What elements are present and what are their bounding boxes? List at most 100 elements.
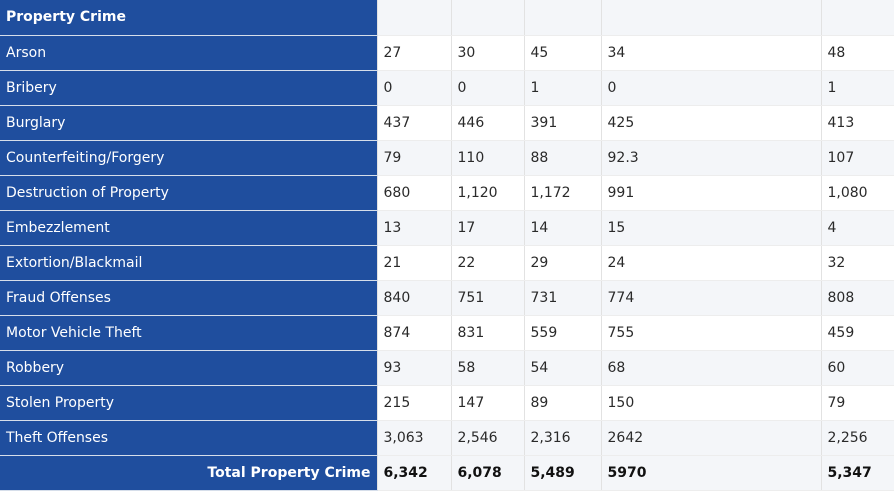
table-row: Theft Offenses 3,063 2,546 2,316 2642 2,… — [0, 420, 894, 456]
row-label: Theft Offenses — [0, 420, 377, 456]
table-cell: 4 — [820, 210, 894, 246]
total-cell: 5,489 — [523, 455, 601, 491]
table-row: Embezzlement 13 17 14 15 4 — [0, 210, 894, 246]
header-cell — [450, 0, 524, 36]
row-label: Stolen Property — [0, 385, 377, 421]
table-cell: 79 — [376, 140, 451, 176]
table-cell: 93 — [376, 350, 451, 386]
row-label: Fraud Offenses — [0, 280, 377, 316]
table-header-label: Property Crime — [0, 0, 377, 36]
table-row: Extortion/Blackmail 21 22 29 24 32 — [0, 245, 894, 281]
table-cell: 24 — [600, 245, 821, 281]
total-cell: 5,347 — [820, 455, 894, 491]
table-cell: 147 — [450, 385, 524, 421]
row-label: Bribery — [0, 70, 377, 106]
row-label: Arson — [0, 35, 377, 71]
table-cell: 991 — [600, 175, 821, 211]
table-cell: 1,120 — [450, 175, 524, 211]
table-cell: 459 — [820, 315, 894, 351]
header-cell — [376, 0, 451, 36]
table-cell: 215 — [376, 385, 451, 421]
table-cell: 2642 — [600, 420, 821, 456]
table-cell: 840 — [376, 280, 451, 316]
header-cell — [820, 0, 894, 36]
table-cell: 15 — [600, 210, 821, 246]
table-cell: 808 — [820, 280, 894, 316]
row-label: Robbery — [0, 350, 377, 386]
table-cell: 88 — [523, 140, 601, 176]
table-row: Arson 27 30 45 34 48 — [0, 35, 894, 71]
row-label: Embezzlement — [0, 210, 377, 246]
table-cell: 831 — [450, 315, 524, 351]
table-cell: 58 — [450, 350, 524, 386]
table-cell: 3,063 — [376, 420, 451, 456]
table-cell: 731 — [523, 280, 601, 316]
table-cell: 1,172 — [523, 175, 601, 211]
table-cell: 0 — [600, 70, 821, 106]
table-row: Robbery 93 58 54 68 60 — [0, 350, 894, 386]
table-cell: 425 — [600, 105, 821, 141]
table-cell: 54 — [523, 350, 601, 386]
table-row: Fraud Offenses 840 751 731 774 808 — [0, 280, 894, 316]
table-row: Bribery 0 0 1 0 1 — [0, 70, 894, 106]
table-cell: 755 — [600, 315, 821, 351]
table-row: Burglary 437 446 391 425 413 — [0, 105, 894, 141]
table-cell: 89 — [523, 385, 601, 421]
total-label: Total Property Crime — [0, 455, 377, 491]
table-cell: 29 — [523, 245, 601, 281]
table-cell: 107 — [820, 140, 894, 176]
table-row: Motor Vehicle Theft 874 831 559 755 459 — [0, 315, 894, 351]
table-cell: 559 — [523, 315, 601, 351]
row-label: Motor Vehicle Theft — [0, 315, 377, 351]
table-cell: 27 — [376, 35, 451, 71]
table-cell: 21 — [376, 245, 451, 281]
table-cell: 110 — [450, 140, 524, 176]
total-cell: 5970 — [600, 455, 821, 491]
table-cell: 680 — [376, 175, 451, 211]
table-cell: 92.3 — [600, 140, 821, 176]
table-cell: 32 — [820, 245, 894, 281]
header-cell — [523, 0, 601, 36]
total-cell: 6,342 — [376, 455, 451, 491]
table-row: Stolen Property 215 147 89 150 79 — [0, 385, 894, 421]
table-cell: 751 — [450, 280, 524, 316]
table-cell: 2,316 — [523, 420, 601, 456]
table-cell: 1 — [523, 70, 601, 106]
table-cell: 0 — [450, 70, 524, 106]
table-cell: 60 — [820, 350, 894, 386]
table-cell: 34 — [600, 35, 821, 71]
table-cell: 150 — [600, 385, 821, 421]
table-cell: 22 — [450, 245, 524, 281]
table-cell: 0 — [376, 70, 451, 106]
table-row: Destruction of Property 680 1,120 1,172 … — [0, 175, 894, 211]
table-cell: 79 — [820, 385, 894, 421]
table-cell: 2,256 — [820, 420, 894, 456]
row-label: Burglary — [0, 105, 377, 141]
table-cell: 14 — [523, 210, 601, 246]
row-label: Destruction of Property — [0, 175, 377, 211]
table-cell: 774 — [600, 280, 821, 316]
table-cell: 413 — [820, 105, 894, 141]
table-cell: 437 — [376, 105, 451, 141]
header-row: Property Crime — [0, 0, 894, 36]
table-cell: 1,080 — [820, 175, 894, 211]
table-cell: 2,546 — [450, 420, 524, 456]
total-cell: 6,078 — [450, 455, 524, 491]
table-cell: 48 — [820, 35, 894, 71]
table-cell: 17 — [450, 210, 524, 246]
table-cell: 1 — [820, 70, 894, 106]
table-cell: 391 — [523, 105, 601, 141]
table-cell: 45 — [523, 35, 601, 71]
table-cell: 874 — [376, 315, 451, 351]
table-row: Counterfeiting/Forgery 79 110 88 92.3 10… — [0, 140, 894, 176]
total-row: Total Property Crime 6,342 6,078 5,489 5… — [0, 455, 894, 491]
header-cell — [600, 0, 821, 36]
table-cell: 30 — [450, 35, 524, 71]
table-cell: 13 — [376, 210, 451, 246]
row-label: Extortion/Blackmail — [0, 245, 377, 281]
table-cell: 68 — [600, 350, 821, 386]
row-label: Counterfeiting/Forgery — [0, 140, 377, 176]
table-cell: 446 — [450, 105, 524, 141]
